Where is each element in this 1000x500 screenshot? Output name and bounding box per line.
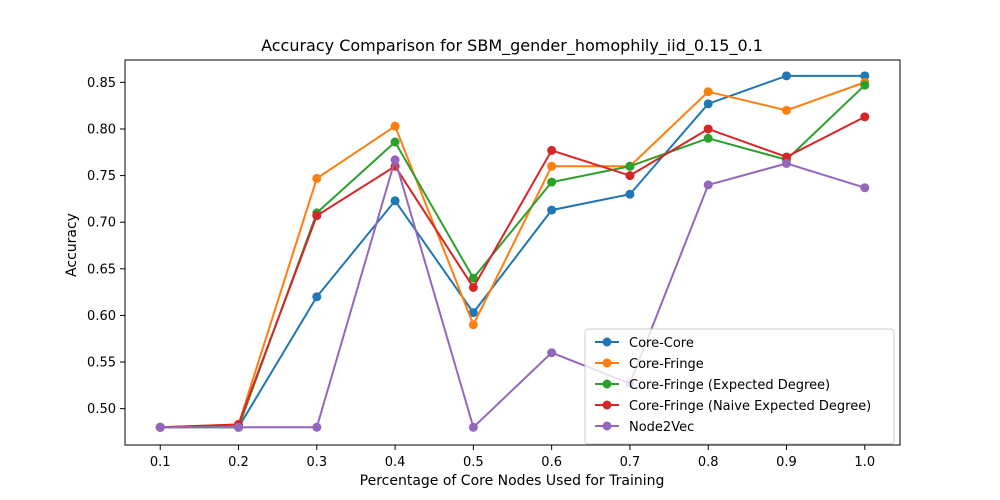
data-point <box>860 183 870 193</box>
data-point <box>547 161 557 171</box>
x-tick-label: 0.6 <box>541 455 562 470</box>
data-point <box>547 177 557 187</box>
chart-title: Accuracy Comparison for SBM_gender_homop… <box>261 36 763 56</box>
data-point <box>312 211 322 221</box>
data-point <box>234 422 244 432</box>
y-tick-label: 0.75 <box>87 169 116 184</box>
x-tick-label: 0.3 <box>306 455 327 470</box>
y-tick-label: 0.50 <box>87 402 116 417</box>
data-point <box>860 71 870 81</box>
plot-area: 0.1 0.2 0.3 0.4 0.5 0.6 0.7 0.8 0.9 1.0 0.50 0.55 0.… <box>87 59 901 470</box>
series-line-1 <box>160 81 866 429</box>
series-line-3 <box>160 115 866 429</box>
data-point <box>468 320 478 330</box>
data-point <box>781 158 791 168</box>
data-point <box>468 282 478 292</box>
axes-frame <box>124 59 901 446</box>
legend-marker <box>602 400 612 410</box>
legend-marker <box>602 421 612 431</box>
data-point <box>468 422 478 432</box>
legend-label: Core-Core <box>629 336 694 351</box>
y-tick-label: 0.65 <box>87 262 116 277</box>
x-tick-label: 1.0 <box>854 455 875 470</box>
x-tick-label: 0.5 <box>463 455 484 470</box>
legend-label: Core-Fringe <box>629 357 704 372</box>
legend-marker <box>602 358 612 368</box>
data-point <box>703 124 713 134</box>
data-point <box>625 189 635 199</box>
y-tick-label: 0.55 <box>87 356 116 371</box>
data-point <box>703 87 713 97</box>
x-tick-label: 0.2 <box>228 455 249 470</box>
x-axis-label: Percentage of Core Nodes Used for Traini… <box>360 473 665 489</box>
legend-label: Node2Vec <box>629 420 694 435</box>
data-point <box>468 308 478 318</box>
y-axis-label: Accuracy <box>64 213 80 277</box>
x-tick-label: 0.7 <box>620 455 641 470</box>
data-point <box>781 152 791 162</box>
data-point <box>781 105 791 115</box>
legend-marker <box>602 379 612 389</box>
data-point <box>390 155 400 165</box>
series-line-4 <box>160 156 866 430</box>
data-point <box>468 273 478 283</box>
data-point <box>312 422 322 432</box>
data-point <box>703 99 713 109</box>
series-line-0 <box>160 74 865 429</box>
data-point <box>312 173 322 183</box>
data-point <box>312 292 322 302</box>
data-point <box>390 121 400 131</box>
data-point <box>860 112 870 122</box>
legend-label: Core-Fringe (Expected Degree) <box>629 378 830 393</box>
y-tick-label: 0.80 <box>87 122 116 137</box>
legend-label: Core-Fringe (Naive Expected Degree) <box>629 399 871 414</box>
legend: Core-Core Core-Fringe Core-Fringe (Expecte… <box>584 328 895 445</box>
y-tick-label: 0.85 <box>87 76 116 91</box>
data-point <box>390 196 400 206</box>
data-point <box>625 171 635 181</box>
data-point <box>390 137 400 147</box>
data-point <box>703 180 713 190</box>
data-point <box>781 71 791 81</box>
data-point <box>703 133 713 143</box>
y-tick-label: 0.70 <box>87 216 116 231</box>
data-point <box>547 205 557 215</box>
data-point <box>625 161 635 171</box>
data-point <box>547 348 557 358</box>
x-tick-label: 0.1 <box>150 455 171 470</box>
x-tick-label: 0.4 <box>385 455 406 470</box>
data-point <box>860 80 870 90</box>
y-tick-label: 0.60 <box>87 309 116 324</box>
data-point <box>155 422 165 432</box>
x-tick-label: 0.9 <box>776 455 797 470</box>
legend-marker <box>602 337 612 347</box>
legend-box <box>584 328 895 445</box>
x-tick-label: 0.8 <box>698 455 719 470</box>
data-point <box>547 145 557 155</box>
